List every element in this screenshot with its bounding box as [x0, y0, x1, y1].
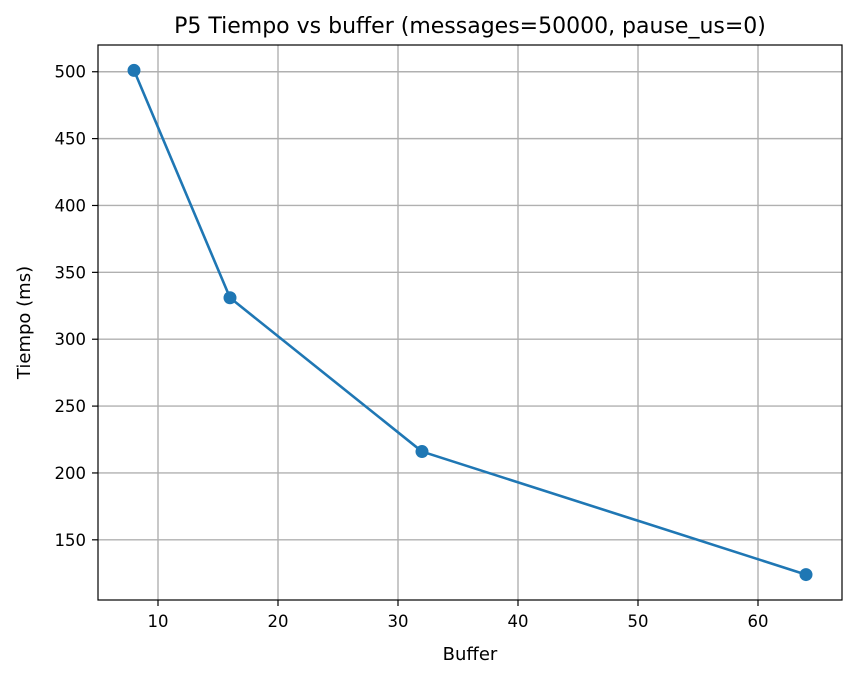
- y-tick-label: 450: [55, 130, 87, 149]
- data-point: [415, 445, 429, 459]
- series-layer: [127, 63, 813, 582]
- x-tick-label: 20: [268, 612, 289, 631]
- plot-area-frame: [97, 44, 843, 601]
- y-tick-label: 250: [55, 397, 87, 416]
- data-point: [223, 291, 237, 305]
- data-point: [127, 63, 141, 77]
- data-point: [799, 568, 813, 582]
- y-tick-label: 200: [55, 464, 87, 483]
- x-tick-label: 50: [628, 612, 649, 631]
- y-axis-label: Tiempo (ms): [14, 266, 35, 380]
- y-tick-label: 300: [55, 330, 87, 349]
- y-tick-label: 350: [55, 263, 87, 282]
- x-tick-label: 30: [388, 612, 409, 631]
- x-axis-label: Buffer: [443, 644, 498, 665]
- x-tick-label: 40: [508, 612, 529, 631]
- y-tick-label: 400: [55, 196, 87, 215]
- series-line: [132, 69, 807, 576]
- grid-lines: [98, 45, 842, 600]
- axis-ticks: 10 20 30 40 50 60 150 200 250 300 350 400 450 500: [55, 63, 769, 631]
- x-tick-label: 10: [148, 612, 169, 631]
- y-tick-label: 500: [55, 63, 87, 82]
- chart-title: P5 Tiempo vs buffer (messages=50000, pau…: [174, 14, 766, 39]
- x-tick-label: 60: [748, 612, 769, 631]
- y-tick-label: 150: [55, 531, 87, 550]
